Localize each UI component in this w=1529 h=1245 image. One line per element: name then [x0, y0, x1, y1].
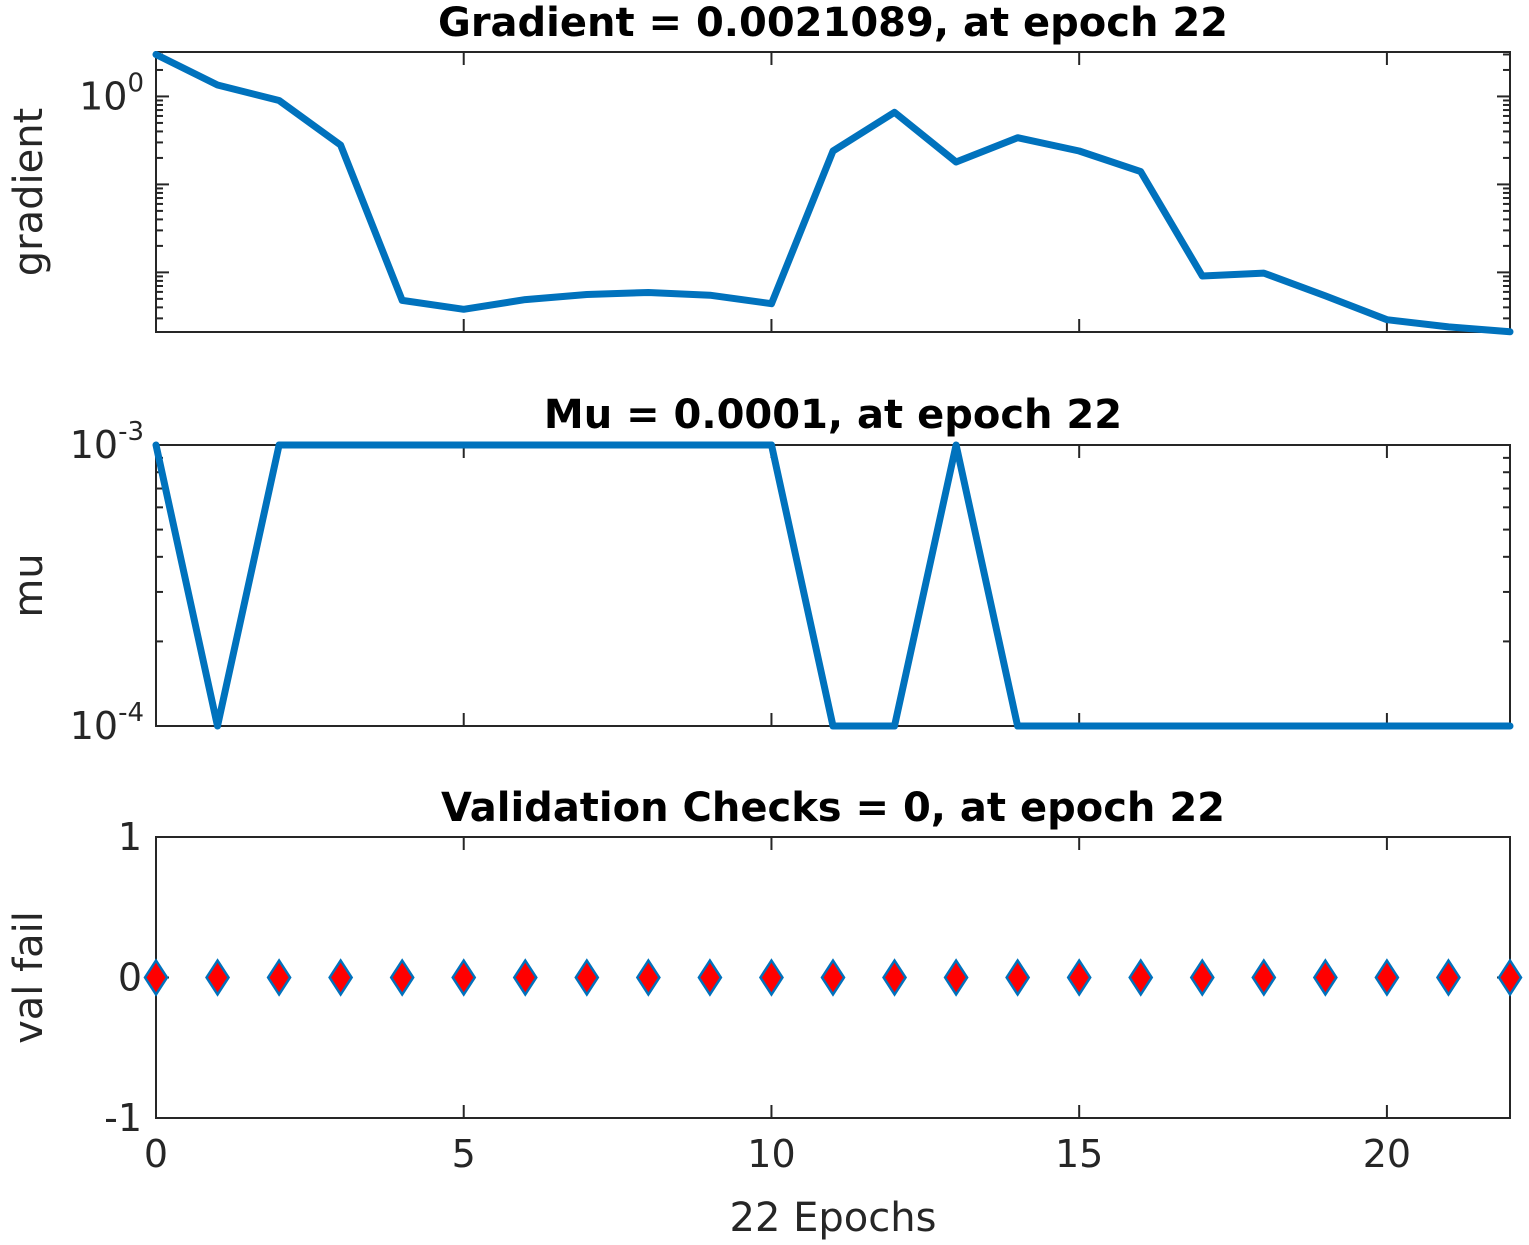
data-point-marker: [451, 958, 477, 997]
data-point-marker: [328, 958, 354, 997]
y-tick-label: 0: [118, 956, 142, 1000]
data-point-marker: [266, 958, 292, 997]
x-tick-label: 0: [144, 1132, 168, 1176]
series-line: [152, 51, 1514, 336]
data-point-marker: [1128, 958, 1154, 997]
y-axis-label: val fail: [6, 911, 52, 1044]
data-point-marker: [389, 958, 415, 997]
mu-panel: Mu = 0.0001, at epoch 22 mu 10-3 10-4: [6, 392, 1514, 748]
data-point-marker: [205, 958, 231, 997]
y-tick-label: 10-3: [70, 417, 144, 467]
validation-checks-panel: Validation Checks = 0, at epoch 22 val fa…: [6, 785, 1523, 1241]
data-point-marker: [143, 958, 169, 997]
data-point-marker: [635, 958, 661, 997]
data-point-marker: [1312, 958, 1338, 997]
axes-box: [155, 444, 1511, 727]
data-point-marker: [1497, 958, 1523, 997]
y-axis-label: mu: [6, 553, 52, 617]
x-axis-label: 22 Epochs: [730, 1195, 937, 1241]
y-tick-label: 10-4: [70, 698, 144, 748]
data-point-marker: [574, 958, 600, 997]
data-point-marker: [1189, 958, 1215, 997]
x-tick-label: 5: [452, 1132, 476, 1176]
axes-box: [155, 51, 1511, 333]
data-point-marker: [943, 958, 969, 997]
data-point-marker: [1005, 958, 1031, 997]
data-point-marker: [758, 958, 784, 997]
y-tick-label: -1: [104, 1096, 142, 1140]
data-point-marker: [882, 958, 908, 997]
gradient-panel: Gradient = 0.0021089, at epoch 22 gradien…: [6, 0, 1514, 336]
x-tick-label: 15: [1055, 1132, 1103, 1176]
series-line: [152, 441, 1514, 730]
data-point-marker: [1374, 958, 1400, 997]
data-point-marker: [697, 958, 723, 997]
data-point-marker: [1435, 958, 1461, 997]
y-axis-label: gradient: [6, 108, 52, 277]
data-point-marker: [820, 958, 846, 997]
chart-title: Gradient = 0.0021089, at epoch 22: [438, 0, 1228, 46]
data-point-marker: [1251, 958, 1277, 997]
data-point-marker: [512, 958, 538, 997]
y-tick-label: 1: [118, 815, 142, 859]
x-tick-label: 10: [747, 1132, 795, 1176]
y-tick-label: 100: [79, 68, 144, 118]
chart-title: Validation Checks = 0, at epoch 22: [441, 785, 1225, 831]
data-point-marker: [1066, 958, 1092, 997]
chart-title: Mu = 0.0001, at epoch 22: [544, 392, 1122, 438]
x-tick-label: 20: [1363, 1132, 1411, 1176]
